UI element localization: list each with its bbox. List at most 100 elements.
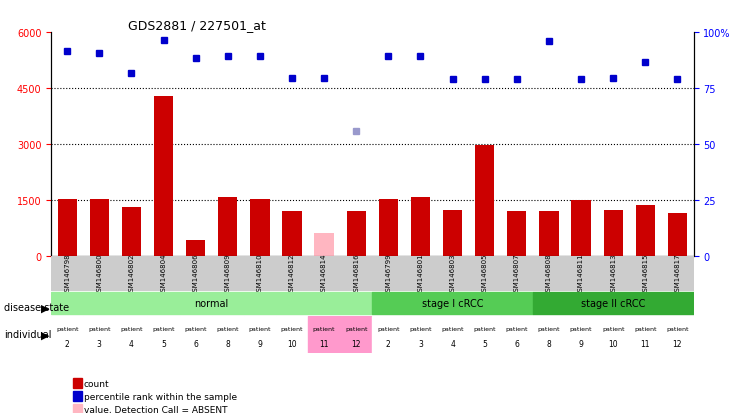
Text: 10: 10 bbox=[287, 339, 297, 348]
Bar bbox=[372, 292, 533, 315]
Text: GSM146806: GSM146806 bbox=[193, 252, 199, 295]
Text: 12: 12 bbox=[672, 339, 683, 348]
Bar bbox=[340, 316, 372, 353]
Bar bbox=[51, 316, 83, 353]
Text: patient: patient bbox=[313, 326, 335, 332]
Bar bbox=[218, 197, 237, 256]
Bar bbox=[437, 316, 469, 353]
Bar bbox=[404, 316, 437, 353]
Bar bbox=[154, 97, 173, 256]
Bar bbox=[469, 316, 501, 353]
Text: 2: 2 bbox=[65, 339, 69, 348]
Text: GSM146815: GSM146815 bbox=[642, 252, 648, 295]
Bar bbox=[83, 316, 115, 353]
Bar bbox=[661, 256, 694, 291]
Text: GSM146800: GSM146800 bbox=[96, 252, 102, 295]
Text: patient: patient bbox=[88, 326, 110, 332]
Text: GSM146802: GSM146802 bbox=[128, 252, 134, 295]
Text: GSM146805: GSM146805 bbox=[482, 252, 488, 295]
Bar bbox=[212, 316, 244, 353]
Bar bbox=[115, 316, 147, 353]
Bar bbox=[501, 316, 533, 353]
Text: disease state: disease state bbox=[4, 303, 69, 313]
Bar bbox=[308, 316, 340, 353]
Bar bbox=[147, 316, 180, 353]
Bar bbox=[58, 199, 77, 256]
Text: 9: 9 bbox=[579, 339, 583, 348]
Bar bbox=[83, 256, 115, 291]
Text: patient: patient bbox=[217, 326, 239, 332]
Bar bbox=[661, 316, 694, 353]
Text: 9: 9 bbox=[258, 339, 262, 348]
Text: GSM146807: GSM146807 bbox=[514, 252, 520, 295]
Text: 6: 6 bbox=[193, 339, 198, 348]
Text: patient: patient bbox=[634, 326, 656, 332]
Text: 3: 3 bbox=[97, 339, 101, 348]
Text: patient: patient bbox=[249, 326, 271, 332]
Bar bbox=[501, 256, 533, 291]
Text: ▶: ▶ bbox=[41, 330, 50, 339]
Bar bbox=[565, 316, 597, 353]
Bar bbox=[443, 211, 462, 256]
Bar bbox=[244, 316, 276, 353]
Text: patient: patient bbox=[442, 326, 464, 332]
Bar bbox=[276, 256, 308, 291]
Bar bbox=[115, 316, 147, 353]
Bar bbox=[565, 316, 597, 353]
Text: GSM146810: GSM146810 bbox=[257, 252, 263, 295]
Text: patient: patient bbox=[506, 326, 528, 332]
Bar bbox=[604, 211, 623, 256]
Bar bbox=[533, 316, 565, 353]
Text: GSM146803: GSM146803 bbox=[450, 252, 456, 295]
Text: GSM146799: GSM146799 bbox=[385, 252, 391, 295]
Text: 4: 4 bbox=[450, 339, 455, 348]
Text: GSM146801: GSM146801 bbox=[418, 252, 423, 295]
Bar bbox=[180, 316, 212, 353]
Bar bbox=[411, 197, 430, 256]
Bar bbox=[533, 316, 565, 353]
Bar bbox=[404, 256, 437, 291]
Text: patient: patient bbox=[538, 326, 560, 332]
Bar bbox=[565, 256, 597, 291]
Bar bbox=[469, 316, 501, 353]
Bar bbox=[180, 316, 212, 353]
Text: GSM146813: GSM146813 bbox=[610, 252, 616, 295]
Text: patient: patient bbox=[281, 326, 303, 332]
Bar bbox=[379, 199, 398, 256]
Text: GSM146817: GSM146817 bbox=[675, 252, 680, 295]
Bar bbox=[51, 292, 372, 315]
Text: percentile rank within the sample: percentile rank within the sample bbox=[84, 392, 237, 401]
Bar bbox=[533, 256, 565, 291]
Text: GSM146811: GSM146811 bbox=[578, 252, 584, 295]
Text: patient: patient bbox=[410, 326, 431, 332]
Text: patient: patient bbox=[666, 326, 688, 332]
Bar bbox=[212, 256, 244, 291]
Text: 11: 11 bbox=[319, 339, 329, 348]
Text: GSM146812: GSM146812 bbox=[289, 252, 295, 295]
Text: patient: patient bbox=[570, 326, 592, 332]
Text: 12: 12 bbox=[351, 339, 361, 348]
Text: 11: 11 bbox=[640, 339, 650, 348]
Bar bbox=[340, 316, 372, 353]
Text: 8: 8 bbox=[226, 339, 230, 348]
Text: GSM146798: GSM146798 bbox=[64, 252, 70, 295]
Bar bbox=[347, 211, 366, 256]
Text: patient: patient bbox=[345, 326, 367, 332]
Text: GDS2881 / 227501_at: GDS2881 / 227501_at bbox=[128, 19, 266, 32]
Text: value, Detection Call = ABSENT: value, Detection Call = ABSENT bbox=[84, 405, 228, 413]
Bar bbox=[147, 256, 180, 291]
Bar bbox=[250, 199, 269, 256]
Bar bbox=[283, 211, 301, 256]
Text: 10: 10 bbox=[608, 339, 618, 348]
Text: 4: 4 bbox=[129, 339, 134, 348]
Text: stage II cRCC: stage II cRCC bbox=[581, 299, 645, 309]
Text: patient: patient bbox=[56, 326, 78, 332]
Bar bbox=[597, 316, 629, 353]
Bar bbox=[501, 316, 533, 353]
Bar bbox=[372, 316, 404, 353]
Bar bbox=[372, 316, 404, 353]
Bar bbox=[661, 316, 694, 353]
Bar bbox=[629, 316, 661, 353]
Bar bbox=[180, 256, 212, 291]
Bar bbox=[212, 316, 244, 353]
